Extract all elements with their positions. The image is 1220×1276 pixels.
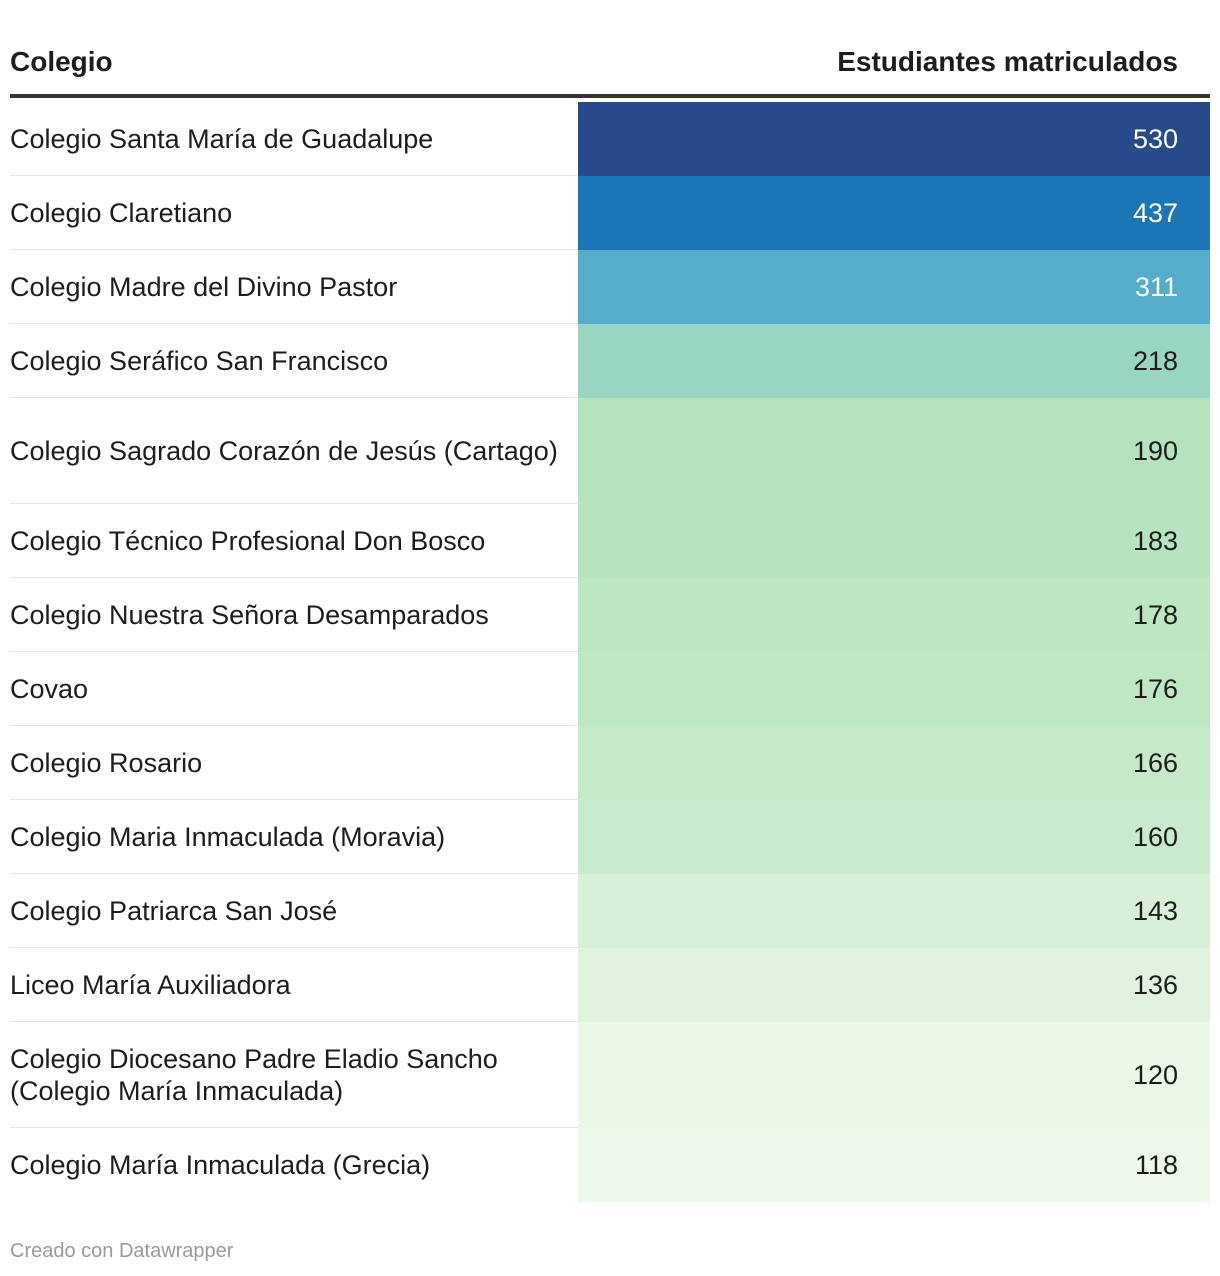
row-school-name: Liceo María Auxiliadora — [10, 969, 291, 1000]
table-row: Colegio Claretiano 437 — [10, 176, 1210, 250]
table-header: Colegio Estudiantes matriculados — [10, 0, 1210, 98]
row-value-cell: 178 — [578, 578, 1210, 652]
row-value-cell: 183 — [578, 504, 1210, 578]
row-school-name: Colegio Santa María de Guadalupe — [10, 123, 434, 154]
row-value-cell: 218 — [578, 324, 1210, 398]
footer-credit[interactable]: Creado con Datawrapper — [10, 1240, 234, 1262]
row-school-name: Colegio Patriarca San José — [10, 895, 338, 926]
row-value-cell: 143 — [578, 874, 1210, 948]
table-row: Liceo María Auxiliadora 136 — [10, 948, 1210, 1022]
table-row: Colegio Rosario 166 — [10, 726, 1210, 800]
table-row: Colegio Seráfico San Francisco 218 — [10, 324, 1210, 398]
table-row: Colegio Diocesano Padre Eladio Sancho (C… — [10, 1022, 1210, 1128]
column-header-estudiantes[interactable]: Estudiantes matriculados — [837, 46, 1178, 77]
row-school-name: Covao — [10, 673, 89, 704]
row-value-cell: 190 — [578, 398, 1210, 504]
column-header-colegio[interactable]: Colegio — [10, 46, 113, 77]
row-value-cell: 530 — [578, 102, 1210, 176]
row-school-name: Colegio Sagrado Corazón de Jesús (Cartag… — [10, 435, 558, 466]
table-row: Colegio Nuestra Señora Desamparados 178 — [10, 578, 1210, 652]
row-value-cell: 166 — [578, 726, 1210, 800]
row-value-cell: 118 — [578, 1128, 1210, 1202]
table-row: Colegio Patriarca San José 143 — [10, 874, 1210, 948]
row-school-name: Colegio María Inmaculada (Grecia) — [10, 1150, 431, 1180]
table-row: Colegio Maria Inmaculada (Moravia) 160 — [10, 800, 1210, 874]
row-school-name: Colegio Madre del Divino Pastor — [10, 271, 398, 302]
row-school-name: Colegio Técnico Profesional Don Bosco — [10, 525, 486, 556]
row-school-name: Colegio Nuestra Señora Desamparados — [10, 599, 489, 630]
row-school-name: Colegio Diocesano Padre Eladio Sancho (C… — [10, 1043, 498, 1106]
row-school-name: Colegio Claretiano — [10, 197, 233, 228]
table-row: Colegio Madre del Divino Pastor 311 — [10, 250, 1210, 324]
row-school-name: Colegio Seráfico San Francisco — [10, 345, 389, 376]
row-value-cell: 120 — [578, 1022, 1210, 1128]
table-body: Colegio Santa María de Guadalupe 530 Coleg… — [10, 98, 1210, 1202]
table-row: Covao 176 — [10, 652, 1210, 726]
table-row: Colegio Sagrado Corazón de Jesús (Cartag… — [10, 398, 1210, 504]
row-value-cell: 136 — [578, 948, 1210, 1022]
row-school-name: Colegio Maria Inmaculada (Moravia) — [10, 821, 446, 852]
table-row: Colegio Santa María de Guadalupe 530 — [10, 102, 1210, 176]
row-value-cell: 176 — [578, 652, 1210, 726]
row-value-cell: 311 — [578, 250, 1210, 324]
data-table: Colegio Estudiantes matriculados Colegio… — [10, 0, 1210, 1202]
row-value-cell: 437 — [578, 176, 1210, 250]
table-row: Colegio Técnico Profesional Don Bosco 183 — [10, 504, 1210, 578]
row-school-name: Colegio Rosario — [10, 747, 203, 778]
table-row: Colegio María Inmaculada (Grecia) 118 — [10, 1128, 1210, 1202]
row-value-cell: 160 — [578, 800, 1210, 874]
